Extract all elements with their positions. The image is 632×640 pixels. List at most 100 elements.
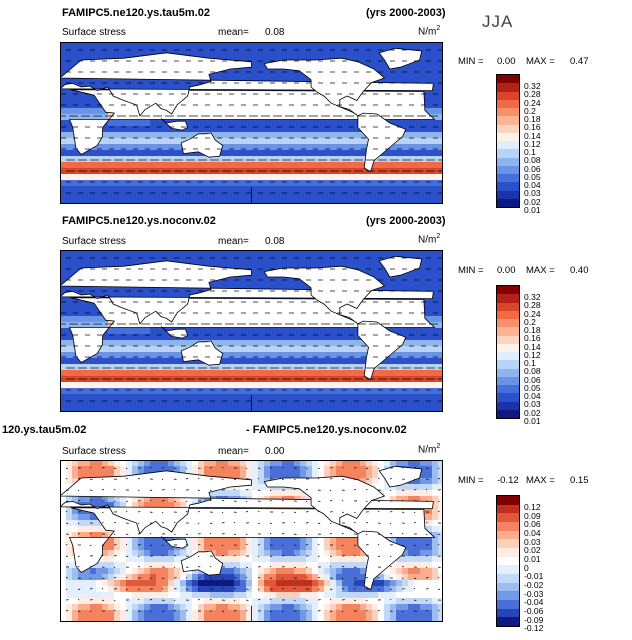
field-cell <box>174 286 181 293</box>
field-cell <box>156 460 163 467</box>
field-cell <box>210 280 217 287</box>
field-cell <box>246 138 253 145</box>
field-cell <box>330 144 337 151</box>
field-cell <box>96 502 103 509</box>
field-cell <box>96 472 103 479</box>
field-cell <box>282 174 289 181</box>
field-cell <box>402 358 409 365</box>
field-cell <box>186 400 193 407</box>
field-cell <box>390 286 397 293</box>
field-cell <box>114 370 121 377</box>
field-cell <box>288 120 295 127</box>
field-cell <box>60 192 67 199</box>
field-cell <box>348 120 355 127</box>
field-cell <box>426 370 433 377</box>
field-cell <box>96 364 103 371</box>
field-cell <box>138 150 145 157</box>
field-cell <box>306 370 313 377</box>
field-cell <box>210 370 217 377</box>
field-cell <box>258 250 265 257</box>
field-cell <box>180 250 187 257</box>
field-cell <box>408 460 415 467</box>
field-cell <box>366 394 373 401</box>
field-cell <box>384 394 391 401</box>
field-cell <box>132 168 139 175</box>
field-cell <box>264 466 271 473</box>
field-cell <box>66 472 73 479</box>
field-cell <box>210 126 217 133</box>
field-cell <box>378 66 385 73</box>
field-cell <box>180 364 187 371</box>
field-cell <box>378 180 385 187</box>
field-cell <box>198 460 205 467</box>
field-cell <box>432 78 439 85</box>
field-cell <box>258 352 265 359</box>
field-cell <box>414 370 421 377</box>
field-cell <box>126 346 133 353</box>
field-cell <box>372 400 379 407</box>
field-cell <box>426 126 433 133</box>
field-cell <box>432 352 439 359</box>
field-cell <box>234 66 241 73</box>
field-cell <box>354 262 361 269</box>
field-cell <box>252 132 259 139</box>
field-cell <box>402 280 409 287</box>
field-cell <box>366 400 373 407</box>
field-cell <box>264 72 271 79</box>
field-cell <box>438 108 445 115</box>
field-cell <box>204 262 211 269</box>
field-cell <box>192 358 199 365</box>
field-cell <box>378 174 385 181</box>
field-cell <box>348 156 355 163</box>
field-cell <box>150 388 157 395</box>
field-cell <box>222 370 229 377</box>
field-cell <box>252 472 259 479</box>
field-cell <box>258 186 265 193</box>
field-cell <box>84 406 91 413</box>
field-cell <box>342 180 349 187</box>
field-cell <box>186 174 193 181</box>
field-cell <box>366 256 373 263</box>
field-cell <box>432 298 439 305</box>
field-cell <box>108 84 115 91</box>
field-cell <box>282 262 289 269</box>
field-cell <box>402 406 409 413</box>
field-cell <box>432 186 439 193</box>
field-cell <box>336 126 343 133</box>
panel1-max-label: MAX = <box>526 56 555 67</box>
field-cell <box>330 174 337 181</box>
field-cell <box>216 490 223 497</box>
field-cell <box>198 364 205 371</box>
field-cell <box>234 262 241 269</box>
field-cell <box>138 400 145 407</box>
field-cell <box>186 198 193 205</box>
field-cell <box>162 340 169 347</box>
field-cell <box>144 328 151 335</box>
panel2-max-value: 0.40 <box>570 265 589 276</box>
field-cell <box>390 72 397 79</box>
field-cell <box>294 180 301 187</box>
field-cell <box>372 250 379 257</box>
colorbar-tick-label: 0.24 <box>524 308 541 319</box>
field-cell <box>264 162 271 169</box>
field-cell <box>438 90 445 97</box>
field-cell <box>240 352 247 359</box>
field-cell <box>270 328 277 335</box>
field-cell <box>198 370 205 377</box>
field-cell <box>384 280 391 287</box>
field-cell <box>354 352 361 359</box>
field-cell <box>120 334 127 341</box>
field-cell <box>66 358 73 365</box>
field-cell <box>360 352 367 359</box>
field-cell <box>144 352 151 359</box>
field-cell <box>294 42 301 49</box>
field-cell <box>258 162 265 169</box>
field-cell <box>408 376 415 383</box>
field-cell <box>228 388 235 395</box>
field-cell <box>114 42 121 49</box>
field-cell <box>420 472 427 479</box>
field-cell <box>432 108 439 115</box>
field-cell <box>132 334 139 341</box>
field-cell <box>378 382 385 389</box>
field-cell <box>228 382 235 389</box>
